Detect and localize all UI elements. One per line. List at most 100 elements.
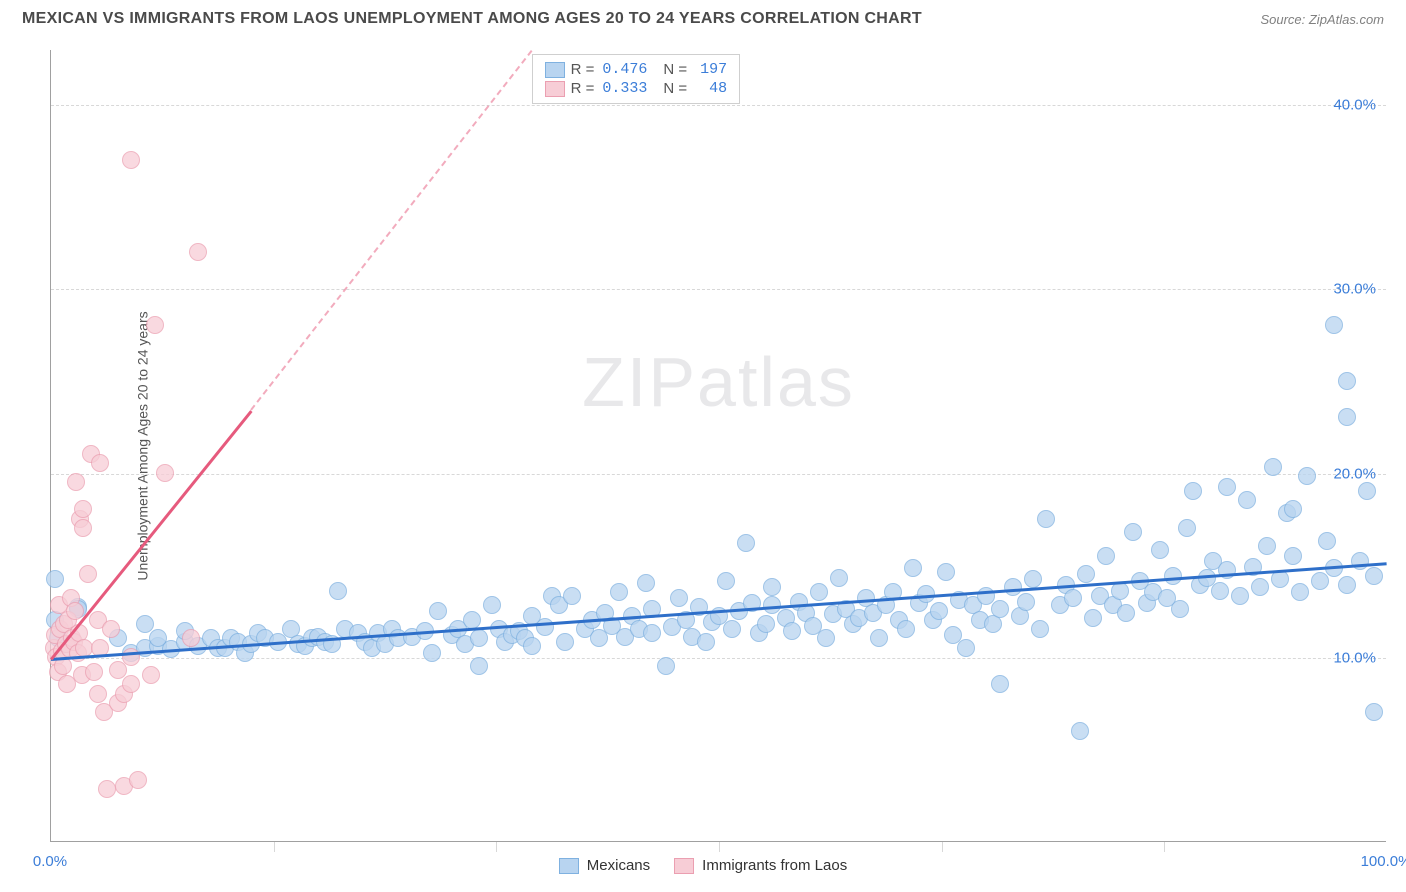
stat-n-label: N = [653,61,687,78]
series-legend: Mexicans Immigrants from Laos [0,857,1406,874]
stat-n-label: N = [653,80,687,97]
legend-swatch [674,858,694,874]
source-attribution: Source: ZipAtlas.com [1260,12,1384,27]
stat-r-value: 0.476 [600,61,647,78]
scatter-point [1351,552,1369,570]
x-tick-label: 100.0% [1361,853,1406,870]
scatter-point [810,583,828,601]
scatter-point [142,666,160,684]
scatter-point [146,316,164,334]
scatter-point [757,615,775,633]
scatter-point [1184,482,1202,500]
scatter-point [463,611,481,629]
scatter-point [1004,578,1022,596]
scatter-point [1211,582,1229,600]
scatter-point [643,624,661,642]
scatter-point [91,454,109,472]
y-tick-label: 40.0% [1333,97,1376,114]
legend-swatch [545,81,565,97]
scatter-point [763,578,781,596]
scatter-point [637,574,655,592]
scatter-point [556,633,574,651]
scatter-point [1271,570,1289,588]
scatter-point [470,657,488,675]
scatter-point [523,637,541,655]
scatter-point [470,629,488,647]
scatter-point [1231,587,1249,605]
scatter-point [957,639,975,657]
y-tick-label: 20.0% [1333,465,1376,482]
scatter-point [67,473,85,491]
scatter-point [1117,604,1135,622]
gridline-v [496,842,497,852]
scatter-point [102,620,120,638]
scatter-point [717,572,735,590]
y-tick-label: 10.0% [1333,649,1376,666]
scatter-point [723,620,741,638]
scatter-point [79,565,97,583]
scatter-point [563,587,581,605]
scatter-point [1251,578,1269,596]
scatter-point [930,602,948,620]
stat-n-value: 197 [693,61,727,78]
scatter-point [98,780,116,798]
stat-r-label: R = [571,61,595,78]
scatter-point [1084,609,1102,627]
legend-swatch [559,858,579,874]
scatter-point [1017,593,1035,611]
scatter-point [697,633,715,651]
scatter-point [129,771,147,789]
stat-n-value: 48 [693,80,727,97]
scatter-point [189,243,207,261]
scatter-point [610,583,628,601]
legend-label: Immigrants from Laos [702,857,847,874]
gridline-h [51,474,1386,475]
scatter-point [817,629,835,647]
scatter-point [1097,547,1115,565]
scatter-point [182,629,200,647]
legend-item: Mexicans [559,857,650,874]
scatter-point [1264,458,1282,476]
scatter-point [904,559,922,577]
stats-legend-row: R = 0.333 N = 48 [545,79,728,98]
scatter-point [1298,467,1316,485]
scatter-point [136,615,154,633]
scatter-point [1171,600,1189,618]
scatter-point [1071,722,1089,740]
gridline-h [51,289,1386,290]
scatter-point [937,563,955,581]
legend-label: Mexicans [587,857,650,874]
legend-item: Immigrants from Laos [674,857,847,874]
scatter-point [1024,570,1042,588]
scatter-point [156,464,174,482]
stats-legend-row: R = 0.476 N = 197 [545,60,728,79]
scatter-point [85,663,103,681]
scatter-point [870,629,888,647]
gridline-v [1164,842,1165,852]
scatter-point [1338,576,1356,594]
scatter-point [1077,565,1095,583]
scatter-point [1284,500,1302,518]
scatter-point [991,675,1009,693]
scatter-point [897,620,915,638]
scatter-point [1338,408,1356,426]
scatter-point [657,657,675,675]
scatter-point [89,685,107,703]
scatter-point [423,644,441,662]
stat-r-value: 0.333 [600,80,647,97]
scatter-point [74,500,92,518]
scatter-point [1365,567,1383,585]
x-tick-label: 0.0% [33,853,67,870]
scatter-point [122,675,140,693]
scatter-point [1365,703,1383,721]
scatter-point [1284,547,1302,565]
scatter-point [1318,532,1336,550]
gridline-h [51,105,1386,106]
scatter-point [783,622,801,640]
scatter-point [737,534,755,552]
scatter-point [429,602,447,620]
scatter-point [1258,537,1276,555]
scatter-point [122,648,140,666]
chart-title: MEXICAN VS IMMIGRANTS FROM LAOS UNEMPLOY… [22,10,922,28]
stat-r-label: R = [571,80,595,97]
